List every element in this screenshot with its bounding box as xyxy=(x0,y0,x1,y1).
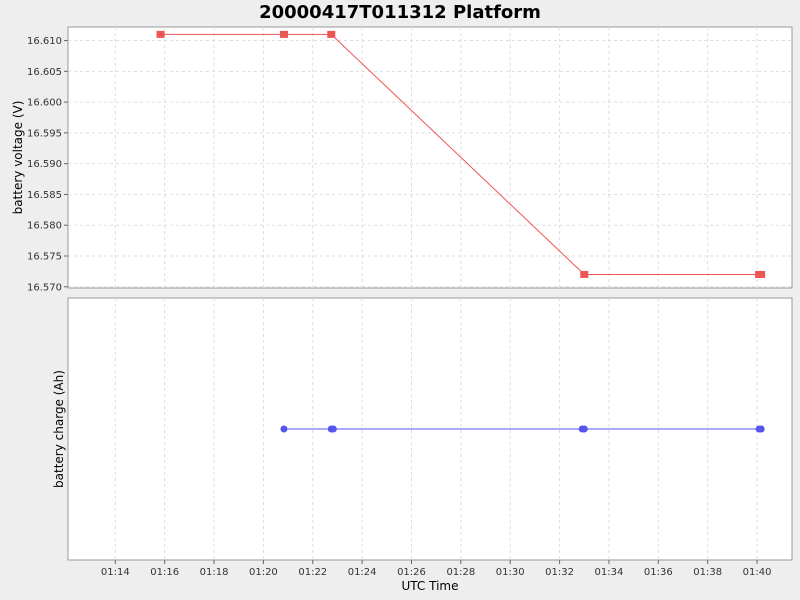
grid-voltage xyxy=(68,27,792,288)
series-charge xyxy=(280,425,765,433)
data-point xyxy=(280,425,288,433)
subplot-charge: battery charge (Ah) xyxy=(52,297,793,561)
y-axis-label-voltage: battery voltage (V) xyxy=(11,101,25,215)
y-tick-label: 16.595 xyxy=(27,128,62,139)
x-tick-label: 01:28 xyxy=(446,567,475,578)
grid-charge xyxy=(114,298,758,560)
x-ticks: 01:14 01:16 01:18 01:20 01:22 01:24 01:26 01:28… xyxy=(101,560,772,578)
data-point xyxy=(327,30,336,38)
data-point xyxy=(156,30,165,38)
x-tick-label: 01:30 xyxy=(496,567,525,578)
x-tick-label: 01:34 xyxy=(595,567,624,578)
data-point xyxy=(329,425,337,433)
x-tick-label: 01:16 xyxy=(150,567,179,578)
y-tick-label: 16.580 xyxy=(27,221,62,232)
y-tick-label: 16.585 xyxy=(27,190,62,201)
x-tick-label: 01:32 xyxy=(545,567,574,578)
chart-title: 20000417T011312 Platform xyxy=(259,2,541,23)
x-tick-label: 01:22 xyxy=(298,567,327,578)
y-tick-label: 16.590 xyxy=(27,159,62,170)
subplot-voltage: 16.570 16.575 16.580 16.585 16.590 16.595 16.6… xyxy=(11,26,793,293)
x-tick-label: 01:14 xyxy=(101,567,130,578)
y-tick-label: 16.600 xyxy=(27,98,62,109)
x-tick-label: 01:24 xyxy=(348,567,377,578)
x-axis-label: UTC Time xyxy=(402,579,459,593)
plot-area-voltage xyxy=(67,26,793,289)
data-point xyxy=(580,270,589,278)
y-tick-label: 16.610 xyxy=(27,36,62,47)
data-point xyxy=(757,425,765,433)
y-ticks-voltage: 16.570 16.575 16.580 16.585 16.590 16.595 16.6… xyxy=(27,36,68,293)
y-tick-label: 16.570 xyxy=(27,282,62,293)
data-point xyxy=(279,30,288,38)
y-axis-label-charge: battery charge (Ah) xyxy=(52,370,66,488)
x-tick-label: 01:18 xyxy=(200,567,229,578)
data-point xyxy=(757,270,766,278)
series-voltage xyxy=(156,30,766,278)
x-tick-label: 01:36 xyxy=(644,567,673,578)
x-tick-label: 01:20 xyxy=(249,567,278,578)
data-point xyxy=(580,425,588,433)
x-tick-label: 01:26 xyxy=(397,567,426,578)
x-tick-label: 01:38 xyxy=(693,567,722,578)
x-tick-label: 01:40 xyxy=(743,567,772,578)
y-tick-label: 16.575 xyxy=(27,251,62,262)
y-tick-label: 16.605 xyxy=(27,67,62,78)
